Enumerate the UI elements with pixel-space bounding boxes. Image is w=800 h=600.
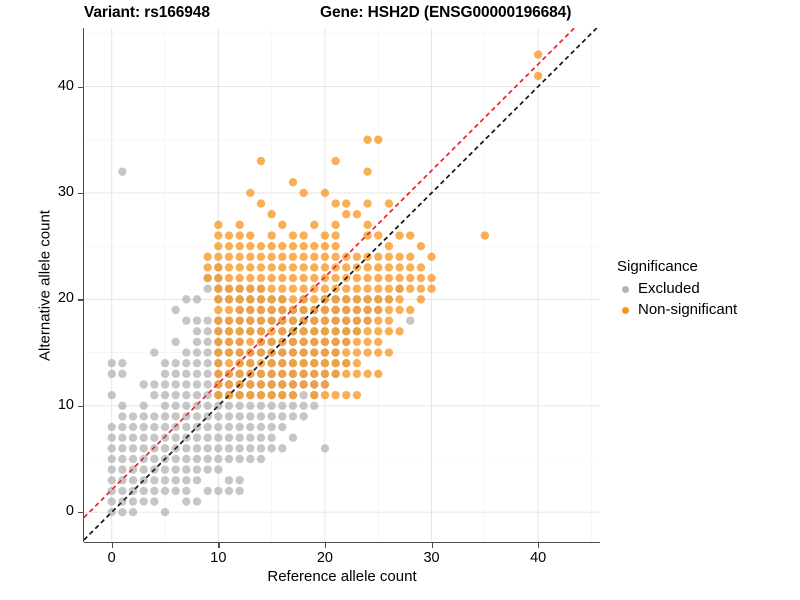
chart-title-row: Variant: rs166948 Gene: HSH2D (ENSG00000… — [0, 4, 680, 26]
plot-panel — [84, 28, 600, 542]
x-tick-mark — [538, 543, 540, 548]
x-tick-mark — [111, 543, 113, 548]
x-tick-label: 40 — [530, 550, 547, 566]
y-tick-label: 10 — [57, 396, 74, 413]
y-tick-mark — [78, 299, 83, 301]
x-tick-mark — [218, 543, 220, 548]
legend-item-nonsignificant[interactable]: Non-significant — [617, 299, 797, 320]
y-tick-mark — [78, 512, 83, 514]
y-tick-label: 40 — [57, 77, 74, 94]
y-tick-mark — [78, 192, 83, 195]
legend-title: Significance — [617, 258, 698, 275]
x-axis-title: Reference allele count — [267, 568, 417, 585]
x-tick-label: 30 — [423, 550, 440, 566]
x-tick-label: 0 — [107, 550, 116, 566]
y-tick-label: 20 — [57, 290, 74, 307]
y-tick-label: 0 — [65, 503, 74, 520]
variant-title: Variant: rs166948 — [84, 4, 210, 21]
scatter-plot-canvas — [84, 28, 600, 542]
excluded-dot-icon — [617, 280, 635, 298]
gene-title: Gene: HSH2D (ENSG00000196684) — [320, 4, 572, 21]
legend-label-excluded: Excluded — [638, 280, 700, 297]
y-tick-mark — [78, 86, 83, 88]
x-tick-mark — [324, 543, 327, 548]
y-tick-label: 30 — [57, 183, 74, 200]
y-tick-mark — [78, 405, 83, 407]
x-tick-label: 20 — [316, 550, 333, 566]
y-axis-line — [83, 28, 85, 542]
x-tick-mark — [431, 543, 433, 548]
nonsignificant-dot-icon — [617, 301, 635, 319]
legend: Significance Excluded Non-significant — [617, 258, 797, 320]
y-axis-title: Alternative allele count — [36, 210, 54, 361]
x-axis-line — [84, 542, 600, 544]
x-tick-label: 10 — [210, 550, 227, 566]
legend-item-excluded[interactable]: Excluded — [617, 278, 797, 299]
legend-label-nonsignificant: Non-significant — [638, 301, 738, 318]
